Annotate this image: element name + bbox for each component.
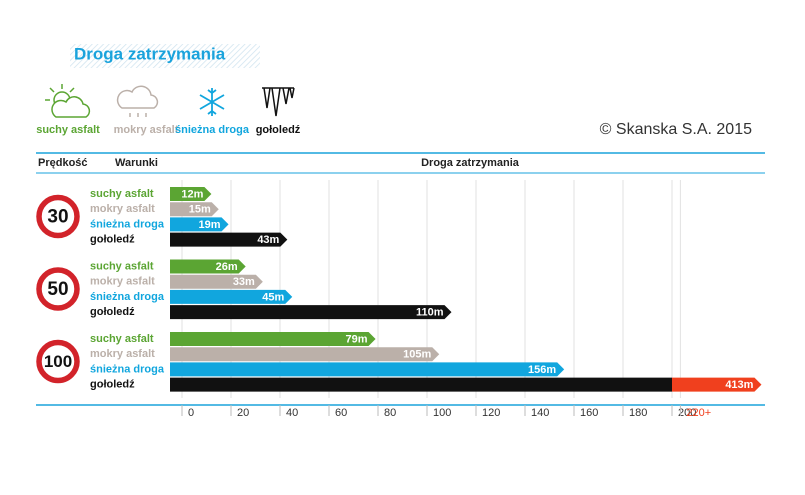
condition-label: mokry asfalt bbox=[90, 203, 155, 215]
condition-label: gołoledź bbox=[90, 306, 135, 318]
condition-label: śnieżna droga bbox=[90, 291, 165, 303]
title-background bbox=[70, 44, 260, 68]
value-label: 12m bbox=[181, 188, 203, 200]
bar bbox=[170, 259, 246, 274]
speed-label: 100 bbox=[44, 352, 72, 371]
speed-label: 30 bbox=[47, 207, 68, 228]
x-tick-label: 20 bbox=[237, 407, 249, 419]
icon-rain-cloud bbox=[116, 85, 159, 117]
bar bbox=[170, 187, 212, 201]
condition-label: suchy asfalt bbox=[90, 188, 154, 200]
speed-sign bbox=[36, 267, 80, 311]
bar bbox=[170, 217, 229, 232]
value-label: 156m bbox=[528, 364, 556, 376]
value-label: 110m bbox=[416, 307, 444, 319]
condition-label: mokry asfalt bbox=[90, 348, 155, 360]
condition-label: suchy asfalt bbox=[90, 260, 154, 272]
value-label: 26m bbox=[216, 261, 238, 273]
x-tick-label: 40 bbox=[286, 407, 298, 419]
bar bbox=[170, 347, 440, 362]
x-tick-label: 220+ bbox=[686, 407, 711, 419]
speed-sign bbox=[36, 194, 80, 239]
bar bbox=[170, 289, 293, 304]
x-tick-label: 60 bbox=[335, 407, 347, 419]
chart-title: Droga zatrzymania bbox=[74, 44, 226, 63]
value-label: 43m bbox=[257, 234, 279, 246]
condition-label: gołoledź bbox=[90, 234, 135, 246]
column-header: Droga zatrzymania bbox=[421, 157, 520, 169]
legend-label: suchy asfalt bbox=[36, 124, 100, 136]
bar bbox=[170, 274, 263, 289]
icon-sun-cloud bbox=[45, 84, 91, 118]
condition-label: śnieżna droga bbox=[90, 218, 165, 230]
icon-snowflake bbox=[199, 88, 225, 116]
icon-icicles bbox=[262, 87, 295, 117]
legend-label: gołoledź bbox=[256, 124, 301, 136]
value-label: 19m bbox=[199, 219, 221, 231]
value-label: 105m bbox=[403, 349, 431, 361]
value-label: 413m bbox=[725, 379, 753, 391]
bar-overflow bbox=[672, 377, 762, 392]
bar bbox=[170, 377, 672, 392]
copyright: © Skanska S.A. 2015 bbox=[600, 121, 752, 138]
value-label: 33m bbox=[233, 276, 255, 288]
speed-sign bbox=[36, 339, 80, 384]
x-tick-label: 80 bbox=[384, 407, 396, 419]
speed-label: 50 bbox=[47, 279, 68, 300]
value-label: 45m bbox=[262, 291, 284, 303]
x-tick-label: 200 bbox=[678, 407, 696, 419]
x-tick-label: 180 bbox=[629, 407, 647, 419]
x-tick-label: 120 bbox=[482, 407, 500, 419]
bar bbox=[170, 232, 288, 247]
value-label: 79m bbox=[346, 333, 368, 345]
x-tick-label: 140 bbox=[531, 407, 549, 419]
condition-label: gołoledź bbox=[90, 379, 135, 391]
bar bbox=[170, 362, 565, 377]
bar bbox=[170, 305, 452, 320]
x-tick-label: 0 bbox=[188, 407, 194, 419]
legend-label: mokry asfalt bbox=[114, 124, 179, 136]
x-tick-label: 160 bbox=[580, 407, 598, 419]
x-tick-label: 100 bbox=[433, 407, 451, 419]
condition-label: suchy asfalt bbox=[90, 333, 154, 345]
bar bbox=[170, 202, 219, 217]
column-header: Warunki bbox=[115, 157, 158, 169]
value-label: 15m bbox=[189, 204, 211, 216]
condition-label: śnieżna droga bbox=[90, 363, 165, 375]
column-header: Prędkość bbox=[38, 157, 88, 169]
bar bbox=[170, 332, 376, 346]
legend-label: śnieżna droga bbox=[175, 124, 250, 136]
condition-label: mokry asfalt bbox=[90, 276, 155, 288]
